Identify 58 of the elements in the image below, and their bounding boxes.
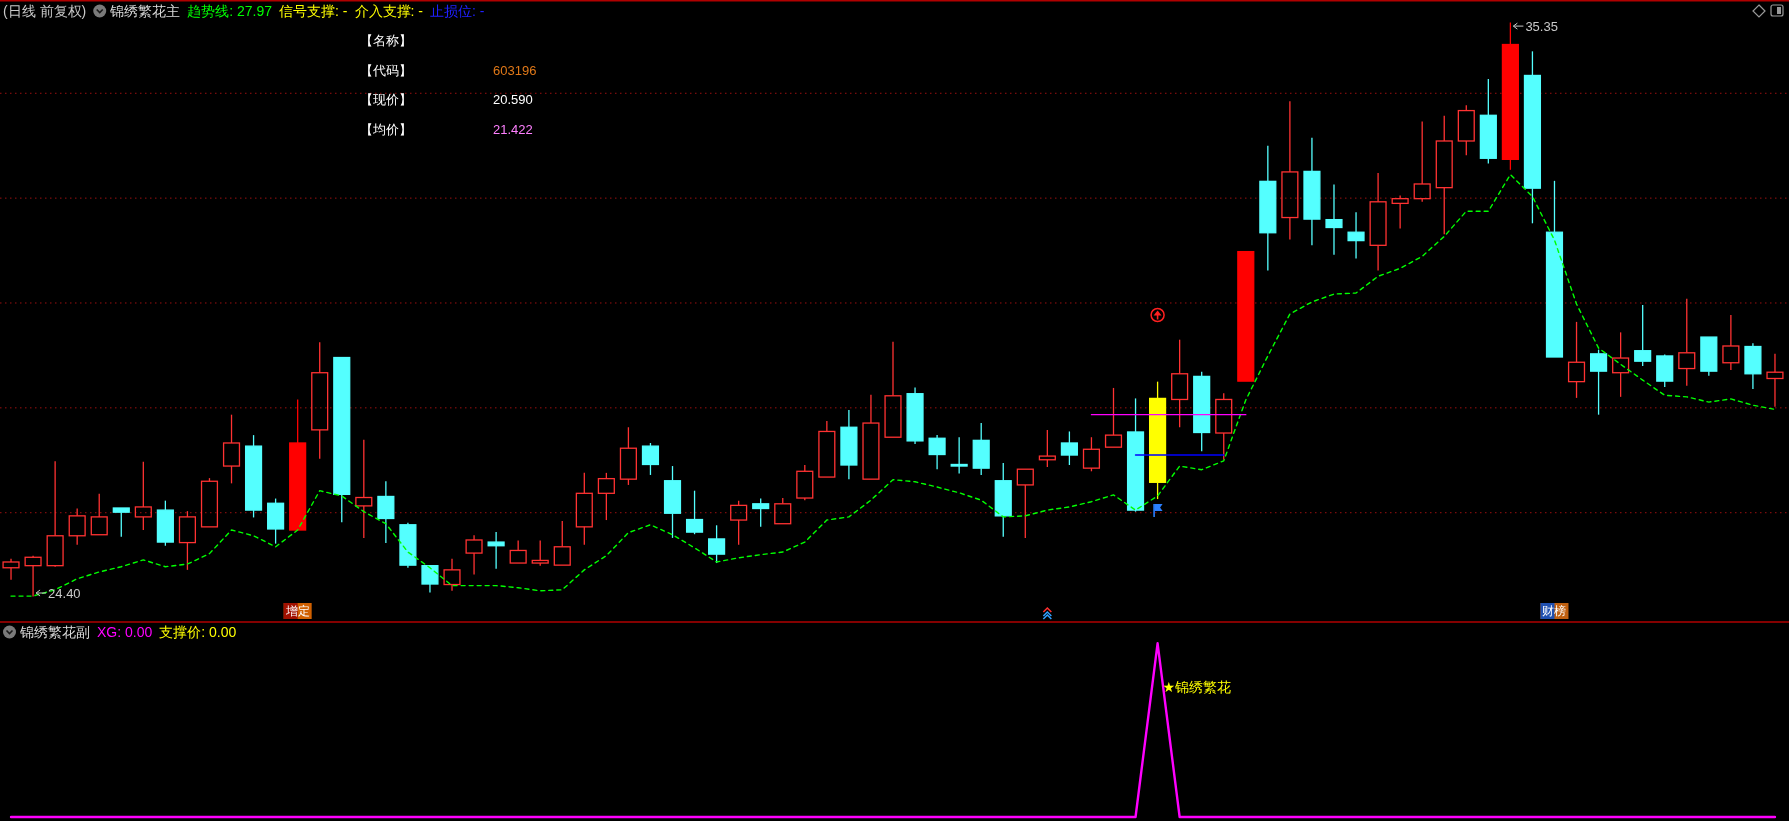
candlestick: [443, 558, 461, 592]
candlestick: [1744, 342, 1762, 390]
chart-title: (日线 前复权): [3, 3, 87, 19]
candlestick: [46, 460, 64, 567]
text: 介入支撑: -: [354, 3, 424, 19]
chart-subtitle: 锦绣繁花主: [109, 3, 181, 19]
candlestick: [1612, 331, 1630, 398]
candlestick: [1545, 180, 1564, 358]
annotation: ★锦绣繁花: [1162, 678, 1232, 695]
candlestick: [862, 394, 880, 480]
annotation: 20.590: [493, 92, 533, 107]
candlestick: [1171, 339, 1189, 428]
candlestick: [1435, 115, 1453, 235]
candlestick: [553, 520, 571, 566]
text: 趋势线: 27.97: [187, 3, 273, 19]
candlestick: [1303, 137, 1321, 246]
chart-title: 锦绣繁花副: [19, 624, 90, 640]
candlestick: [884, 341, 902, 438]
annotation: 【均价】: [360, 122, 412, 137]
candlestick: [1766, 353, 1784, 408]
candlestick: [950, 436, 968, 475]
text: 支撑价: 0.00: [159, 624, 237, 640]
annotation: 24.40: [48, 585, 81, 601]
candlestick: [333, 356, 351, 523]
candlestick: [1016, 468, 1034, 539]
candlestick: [2, 558, 20, 581]
candlestick: [377, 480, 395, 544]
candlestick: [112, 507, 130, 538]
candlestick: [1281, 100, 1299, 241]
candlestick: [1237, 250, 1255, 382]
text: 信号支撑: -: [279, 3, 348, 19]
candlestick: [311, 341, 329, 460]
annotation: 603196: [493, 63, 537, 78]
candlestick: [1259, 145, 1277, 272]
candlestick: [1722, 314, 1740, 371]
candlestick: [928, 434, 946, 470]
candlestick: [1391, 194, 1409, 230]
text: XG: 0.00: [97, 624, 153, 640]
annotation: 35.35: [1525, 18, 1558, 34]
annotation: 【代码】: [360, 63, 412, 78]
annotation: 21.422: [493, 122, 533, 137]
annotation: 【名称】: [360, 33, 412, 48]
candlestick: [355, 439, 373, 539]
candlestick: [289, 398, 307, 531]
candlestick: [1369, 172, 1387, 272]
candlestick: [1523, 50, 1542, 224]
candlestick: [421, 565, 439, 594]
text: 止损位: -: [429, 3, 485, 19]
candlestick: [487, 531, 505, 570]
candlestick: [1104, 387, 1123, 448]
candlestick: [840, 409, 858, 480]
candlestick: [465, 534, 483, 576]
candlestick: [818, 420, 836, 478]
candlestick: [90, 493, 108, 536]
annotation: 【现价】: [360, 92, 412, 107]
candlestick: [1347, 211, 1365, 260]
candlestick: [906, 386, 924, 445]
candlestick: [1325, 183, 1343, 256]
